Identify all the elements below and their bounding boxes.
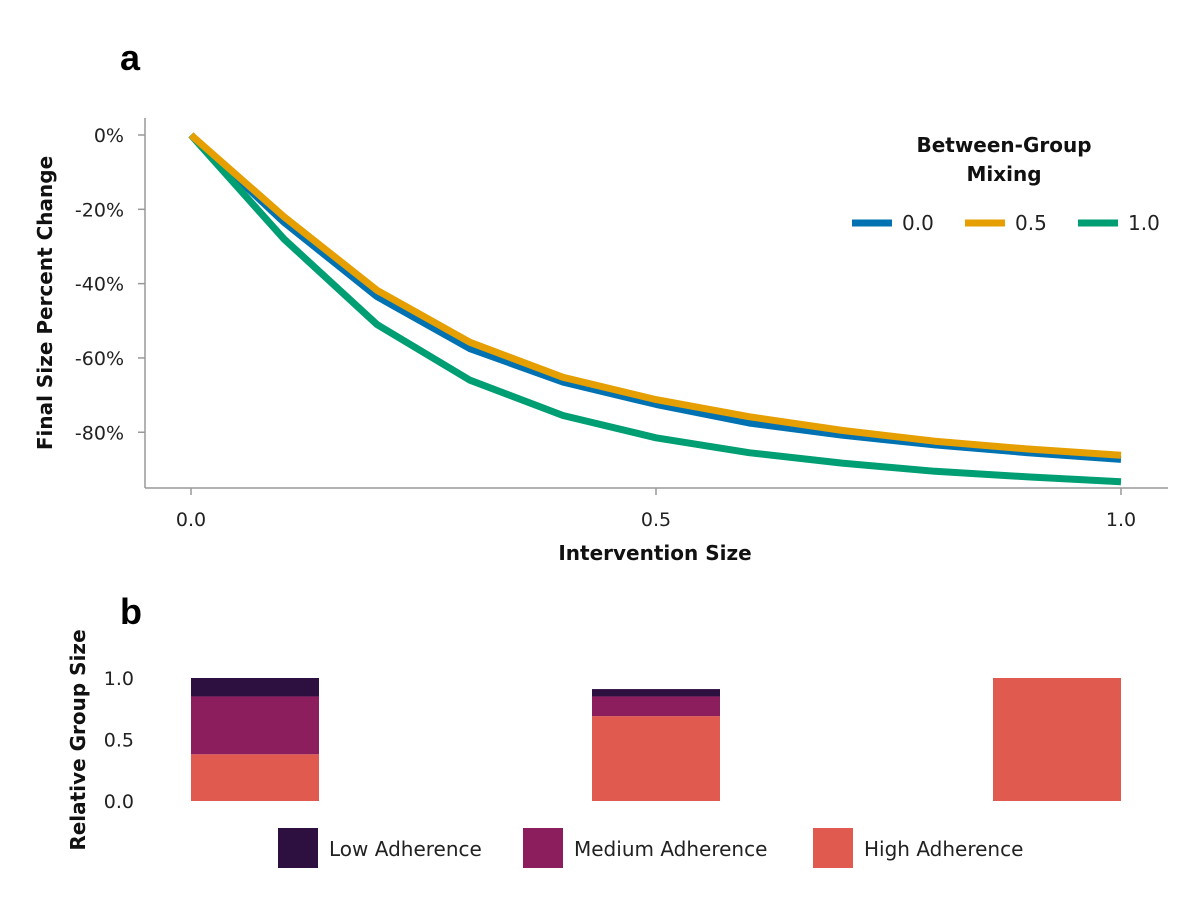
panel-a-y-axis-title: Final Size Percent Change: [33, 156, 57, 450]
x-tick-label: 0.0: [176, 509, 206, 531]
panel-a-x-ticks: 0.0 0.5 1.0: [176, 488, 1136, 531]
panel-b-label: b: [120, 591, 142, 632]
panel-b-y-axis-title: Relative Group Size: [66, 629, 90, 850]
y-tick-label: -60%: [75, 348, 124, 370]
x-tick-label: 0.5: [641, 509, 671, 531]
panel-a-legend-items: 0.0 0.5 1.0: [852, 211, 1160, 235]
y-tick-label: -40%: [75, 274, 124, 296]
panel-a-series: [188, 132, 1122, 486]
panel-a-label: a: [120, 37, 141, 78]
bar-segment-medium-adherence: [191, 696, 319, 755]
legend-swatch-medium-adherence: [523, 828, 563, 868]
panel-b-legend: Low Adherence Medium Adherence High Adhere…: [278, 828, 1023, 868]
y-tick-label: 0%: [94, 125, 124, 147]
y-tick-label: -80%: [75, 422, 124, 444]
legend-label-1-0: 1.0: [1128, 211, 1160, 235]
legend-swatch-low-adherence: [278, 828, 318, 868]
y-tick-label: 0.5: [104, 730, 134, 752]
legend-swatch-high-adherence: [813, 828, 853, 868]
bar-segment-medium-adherence: [592, 696, 720, 717]
bar-segment-low-adherence: [592, 689, 720, 697]
line-series-1-0: [188, 132, 1122, 486]
bar-segment-high-adherence: [191, 754, 319, 801]
legend-label-0-5: 0.5: [1015, 211, 1047, 235]
y-tick-label: 0.0: [104, 791, 134, 813]
legend-label-high-adherence: High Adherence: [864, 837, 1023, 861]
legend-title-line2: Mixing: [966, 162, 1041, 186]
line-series-0-0: [188, 132, 1122, 463]
panel-a: a 0% -20% -40% -60% -80% 0.0 0.5 1.0 Intervent…: [33, 37, 1168, 565]
panel-b-bars: [191, 678, 1121, 801]
bar-segment-high-adherence: [592, 716, 720, 801]
legend-label-0-0: 0.0: [902, 211, 934, 235]
panel-b: b 0.0 0.5 1.0 Relative Group Size Low Adhe…: [66, 591, 1121, 868]
line-series-0-5: [188, 132, 1122, 459]
panel-a-legend: Between-Group Mixing 0.0 0.5 1.0: [852, 133, 1160, 235]
panel-a-y-ticks: 0% -20% -40% -60% -80%: [75, 125, 145, 444]
y-tick-label: -20%: [75, 199, 124, 221]
panel-a-x-axis-title: Intervention Size: [558, 541, 751, 565]
bar-segment-low-adherence: [191, 678, 319, 697]
legend-label-medium-adherence: Medium Adherence: [574, 837, 767, 861]
bar-segment-high-adherence: [993, 678, 1121, 801]
legend-title-line1: Between-Group: [916, 133, 1091, 157]
y-tick-label: 1.0: [104, 668, 134, 690]
x-tick-label: 1.0: [1106, 509, 1136, 531]
panel-b-y-ticks: 0.0 0.5 1.0: [104, 668, 134, 813]
legend-label-low-adherence: Low Adherence: [329, 837, 482, 861]
